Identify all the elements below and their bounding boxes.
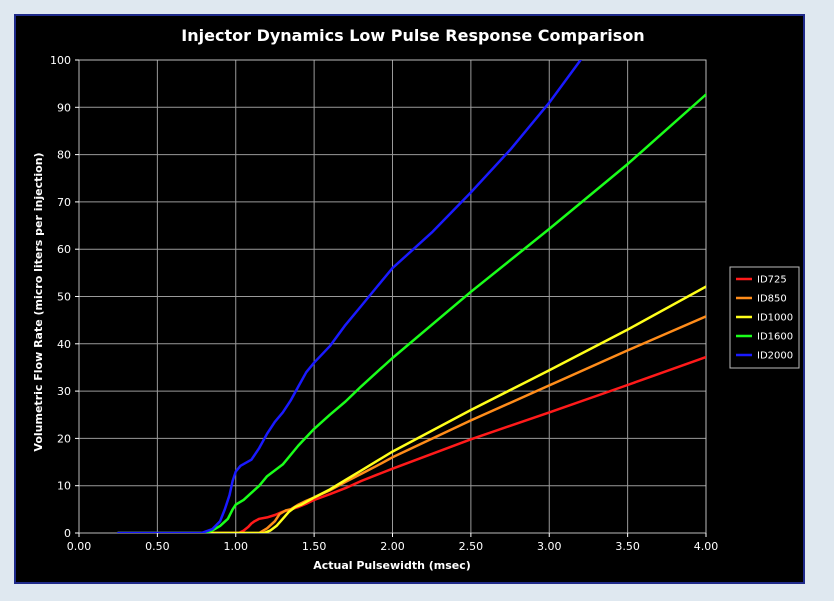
legend: ID725 ID850 ID1000 ID1600 ID2000 <box>729 266 800 369</box>
chart-frame: Injector Dynamics Low Pulse Response Com… <box>14 14 805 584</box>
grid <box>78 59 707 534</box>
chart-title: Injector Dynamics Low Pulse Response Com… <box>181 26 644 45</box>
y-tick-label: 40 <box>57 338 71 351</box>
x-tick-label: 2.50 <box>459 540 484 553</box>
y-tick-label: 0 <box>64 527 71 540</box>
x-tick-label: 0.00 <box>67 540 92 553</box>
y-axis-ticks: 0 10 20 30 40 50 60 70 80 90 100 <box>50 54 79 540</box>
y-tick-label: 60 <box>57 243 71 256</box>
y-axis-label: Volumetric Flow Rate (micro liters per i… <box>32 152 45 451</box>
x-axis-label: Actual Pulsewidth (msec) <box>313 559 471 572</box>
x-tick-label: 3.00 <box>537 540 562 553</box>
legend-label: ID850 <box>757 294 787 305</box>
x-tick-label: 4.00 <box>694 540 719 553</box>
series-line-id2000 <box>116 60 582 533</box>
y-tick-label: 70 <box>57 196 71 209</box>
series-lines <box>116 60 706 533</box>
x-tick-label: 2.00 <box>380 540 405 553</box>
y-tick-label: 20 <box>57 432 71 445</box>
x-tick-label: 0.50 <box>145 540 170 553</box>
x-tick-label: 1.00 <box>224 540 249 553</box>
x-axis-ticks: 0.00 0.50 1.00 1.50 2.00 2.50 3.00 3.50 4.00 <box>67 533 719 553</box>
x-tick-label: 1.50 <box>302 540 327 553</box>
series-line-id1600 <box>116 93 706 533</box>
series-line-id850 <box>116 315 706 533</box>
legend-label: ID1000 <box>757 313 793 324</box>
y-tick-label: 50 <box>57 291 71 304</box>
legend-label: ID725 <box>757 275 787 286</box>
y-tick-label: 100 <box>50 54 71 67</box>
chart: Injector Dynamics Low Pulse Response Com… <box>32 26 800 572</box>
x-tick-label: 3.50 <box>615 540 640 553</box>
y-tick-label: 80 <box>57 149 71 162</box>
y-tick-label: 90 <box>57 101 71 114</box>
y-tick-label: 10 <box>57 480 71 493</box>
series-line-id725 <box>116 355 706 533</box>
legend-label: ID1600 <box>757 332 793 343</box>
series-line-id1000 <box>116 285 706 533</box>
y-tick-label: 30 <box>57 385 71 398</box>
legend-label: ID2000 <box>757 351 793 362</box>
